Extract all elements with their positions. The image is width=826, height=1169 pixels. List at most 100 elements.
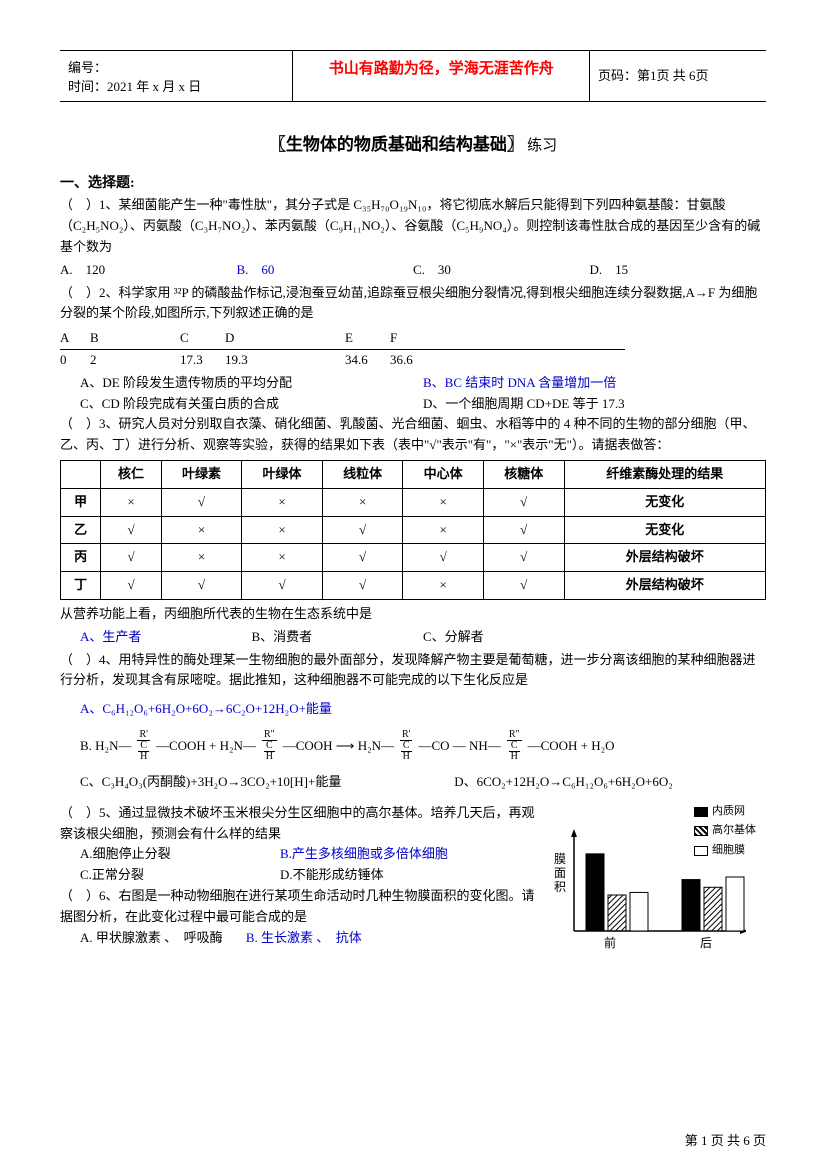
lblF: F: [390, 328, 397, 349]
title-row: 〖生物体的物质基础和结构基础〗 练习: [60, 130, 766, 155]
q1-stem: （ ）1、某细菌能产生一种"毒性肽"，其分子式是 C₃₅H₇₀O₁₉N₁₀，将它…: [60, 195, 766, 257]
q6-oa: A. 甲状腺激素 、 呼吸酶: [80, 930, 223, 945]
svg-text:积: 积: [554, 880, 566, 894]
q3-cell: √: [322, 544, 403, 572]
q3-cell: √: [101, 572, 161, 600]
page-label: 页码：第1页 共 6页: [598, 57, 758, 84]
q3-cell: ×: [242, 516, 323, 544]
q3-cell: 外层结构破坏: [564, 544, 765, 572]
q2-label-row: A B C D E F: [60, 328, 625, 349]
q3-cell: √: [483, 572, 564, 600]
q3-spacer: [595, 627, 767, 648]
q3-cell: 甲: [61, 488, 101, 516]
q3-cell: √: [403, 544, 484, 572]
lblD: D: [225, 328, 345, 349]
n5: 36.6: [390, 350, 413, 371]
q3-cell: √: [483, 516, 564, 544]
q3-cell: ×: [161, 544, 242, 572]
header-mid: 书山有路勤为径，学海无涯苦作舟: [293, 51, 590, 102]
q3-col: 线粒体: [322, 460, 403, 488]
q3-col: 核仁: [101, 460, 161, 488]
motto-text: 书山有路勤为径，学海无涯苦作舟: [329, 61, 554, 77]
q3-col: 中心体: [403, 460, 484, 488]
q6-stem: （ ）6、右图是一种动物细胞在进行某项生命活动时几种生物膜面积的变化图。请据图分…: [60, 886, 540, 928]
svg-text:后: 后: [700, 936, 712, 950]
q4-stem: （ ）4、用特异性的酶处理某一生物细胞的最外面部分，发现降解产物主要是葡萄糖，进…: [60, 650, 766, 692]
lblA: A: [60, 328, 90, 349]
q1-c: C. 30: [413, 260, 590, 281]
q5-oa: A.细胞停止分裂: [80, 844, 280, 865]
q3-col: 叶绿素: [161, 460, 242, 488]
q3-cell: 无变化: [564, 488, 765, 516]
header-table: 编号： 时间：2021 年 x 月 x 日 书山有路勤为径，学海无涯苦作舟 页码…: [60, 50, 766, 102]
title-main: 〖生物体的物质基础和结构基础〗: [269, 135, 524, 154]
q3-table: 核仁叶绿素叶绿体线粒体中心体核糖体纤维素酶处理的结果 甲×√×××√无变化乙√×…: [60, 460, 766, 600]
q2-oa: A、DE 阶段发生遗传物质的平均分配: [60, 373, 423, 394]
q5-ob: B.产生多核细胞或多倍体细胞: [280, 844, 540, 865]
q3-ob: B、消费者: [252, 627, 424, 648]
q3-cell: 乙: [61, 516, 101, 544]
q3-col: 叶绿体: [242, 460, 323, 488]
q2-num-row: 0 2 17.3 19.3 34.6 36.6: [60, 350, 625, 371]
shijian: 时间：2021 年 x 月 x 日: [68, 76, 284, 95]
q1-d: D. 15: [590, 260, 767, 281]
q3-cell: ×: [161, 516, 242, 544]
q3-cell: √: [101, 516, 161, 544]
q4-od: D、6CO₂+12H₂O→C₆H₁₂O₆+6H₂O+6O₂: [454, 772, 766, 793]
q3-oa: A、生产者: [60, 627, 252, 648]
q2-stem: （ ）2、科学家用 ³²P 的磷酸盐作标记,浸泡蚕豆幼苗,追踪蚕豆根尖细胞分裂情…: [60, 283, 766, 325]
q5-stem: （ ）5、通过显微技术破坏玉米根尖分生区细胞中的高尔基体。培养几天后，再观察该根…: [60, 803, 540, 845]
q3-cell: ×: [403, 488, 484, 516]
lblC: C: [180, 328, 225, 349]
q5-row2: C.正常分裂 D.不能形成纺锤体: [60, 865, 540, 886]
title-suffix: 练习: [527, 138, 557, 154]
q3-cell: ×: [322, 488, 403, 516]
membrane-chart: 内质网 高尔基体 细胞膜 膜面积前后: [546, 803, 766, 953]
q3-cell: 丁: [61, 572, 101, 600]
q3-cell: ×: [242, 544, 323, 572]
svg-text:面: 面: [554, 866, 566, 880]
q3-cell: ×: [101, 488, 161, 516]
lblB: B: [90, 328, 180, 349]
q3-col: 纤维素酶处理的结果: [564, 460, 765, 488]
q4-cd-row: C、C₃H₄O₃(丙酮酸)+3H₂O→3CO₂+10[H]+能量 D、6CO₂+…: [60, 772, 766, 793]
q6-ob: B. 生长激素 、 抗体: [246, 930, 362, 945]
q3-cell: 无变化: [564, 516, 765, 544]
q1-b: B. 60: [237, 260, 414, 281]
q2-opts-row1: A、DE 阶段发生遗传物质的平均分配 B、BC 结束时 DNA 含量增加一倍: [60, 373, 766, 394]
q2-od: D、一个细胞周期 CD+DE 等于 17.3: [423, 394, 766, 415]
svg-text:前: 前: [604, 935, 616, 950]
q3-cell: 外层结构破坏: [564, 572, 765, 600]
q5-q6-wrap: （ ）5、通过显微技术破坏玉米根尖分生区细胞中的高尔基体。培养几天后，再观察该根…: [60, 803, 766, 949]
q3-cell: √: [161, 572, 242, 600]
q1-a: A. 120: [60, 260, 237, 281]
n0: 0: [60, 350, 90, 371]
q3-cell: √: [483, 544, 564, 572]
svg-text:膜: 膜: [554, 852, 566, 866]
header-left: 编号： 时间：2021 年 x 月 x 日: [60, 51, 293, 102]
q4-oc: C、C₃H₄O₃(丙酮酸)+3H₂O→3CO₂+10[H]+能量: [60, 772, 454, 793]
q1-options: A. 120 B. 60 C. 30 D. 15: [60, 260, 766, 281]
chart-svg: 膜面积前 后: [546, 813, 746, 953]
q4-ob-formula: B. H₂N— R'CH —COOH + H₂N— R"CH —COOH ⟶ H…: [80, 730, 766, 762]
n4: 34.6: [345, 350, 390, 371]
header-right: 页码：第1页 共 6页: [589, 51, 766, 102]
q3-cell: √: [242, 572, 323, 600]
n1: 2: [90, 350, 180, 371]
q3-cell: ×: [403, 572, 484, 600]
q3-col: [61, 460, 101, 488]
q3-stem: （ ）3、研究人员对分别取自衣藻、硝化细菌、乳酸菌、光合细菌、蛔虫、水稻等中的 …: [60, 414, 766, 456]
footer-page: 第 1 页 共 6 页: [685, 1130, 766, 1149]
n2: 17.3: [180, 350, 225, 371]
q3-cell: ×: [403, 516, 484, 544]
q3-options: A、生产者 B、消费者 C、分解者: [60, 627, 766, 648]
lblE: E: [345, 328, 390, 349]
q3-col: 核糖体: [483, 460, 564, 488]
q2-ob: B、BC 结束时 DNA 含量增加一倍: [423, 373, 766, 394]
q3-cell: √: [322, 516, 403, 544]
q2-opts-row2: C、CD 阶段完成有关蛋白质的合成 D、一个细胞周期 CD+DE 等于 17.3: [60, 394, 766, 415]
section-heading: 一、选择题:: [60, 173, 766, 195]
q3-cell: 丙: [61, 544, 101, 572]
q3-cell: √: [322, 572, 403, 600]
q3-after: 从营养功能上看，丙细胞所代表的生物在生态系统中是: [60, 604, 766, 625]
